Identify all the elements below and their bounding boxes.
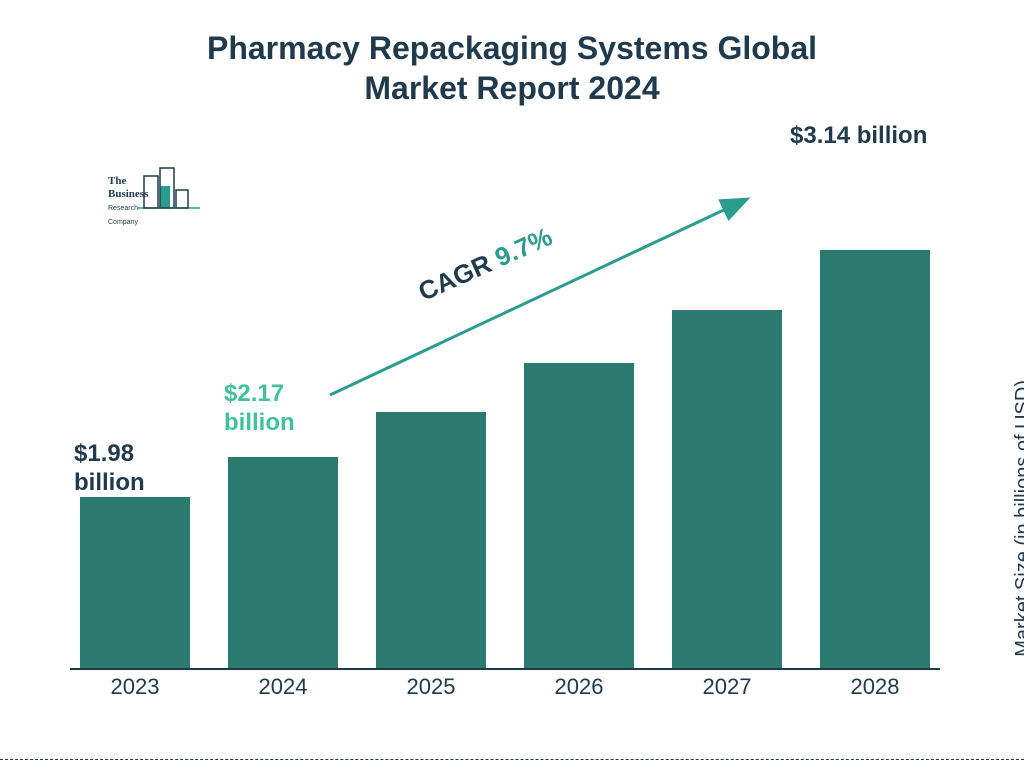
bar-2027 bbox=[672, 310, 782, 668]
x-tick-2027: 2027 bbox=[672, 674, 782, 700]
x-tick-2024: 2024 bbox=[228, 674, 338, 700]
bar-2025 bbox=[376, 412, 486, 668]
bar-2028 bbox=[820, 250, 930, 668]
x-tick-2025: 2025 bbox=[376, 674, 486, 700]
bar-2024 bbox=[228, 457, 338, 668]
value-label-2023: $1.98billion bbox=[74, 440, 145, 498]
x-axis-line bbox=[70, 668, 940, 670]
y-axis-label: Market Size (in billions of USD) bbox=[1012, 380, 1024, 657]
x-tick-2023: 2023 bbox=[80, 674, 190, 700]
x-tick-2028: 2028 bbox=[820, 674, 930, 700]
chart-title: Pharmacy Repackaging Systems Global Mark… bbox=[0, 28, 1024, 108]
bar-2023 bbox=[80, 497, 190, 668]
x-tick-2026: 2026 bbox=[524, 674, 634, 700]
title-line-1: Pharmacy Repackaging Systems Global bbox=[207, 30, 817, 66]
title-line-2: Market Report 2024 bbox=[364, 70, 659, 106]
bar-chart: 2023 2024 2025 2026 2027 2028 bbox=[70, 140, 940, 700]
value-label-2024: $2.17billion bbox=[224, 380, 295, 438]
footer-divider bbox=[0, 759, 1024, 760]
bar-2026 bbox=[524, 363, 634, 668]
value-label-2028: $3.14 billion bbox=[790, 122, 927, 151]
